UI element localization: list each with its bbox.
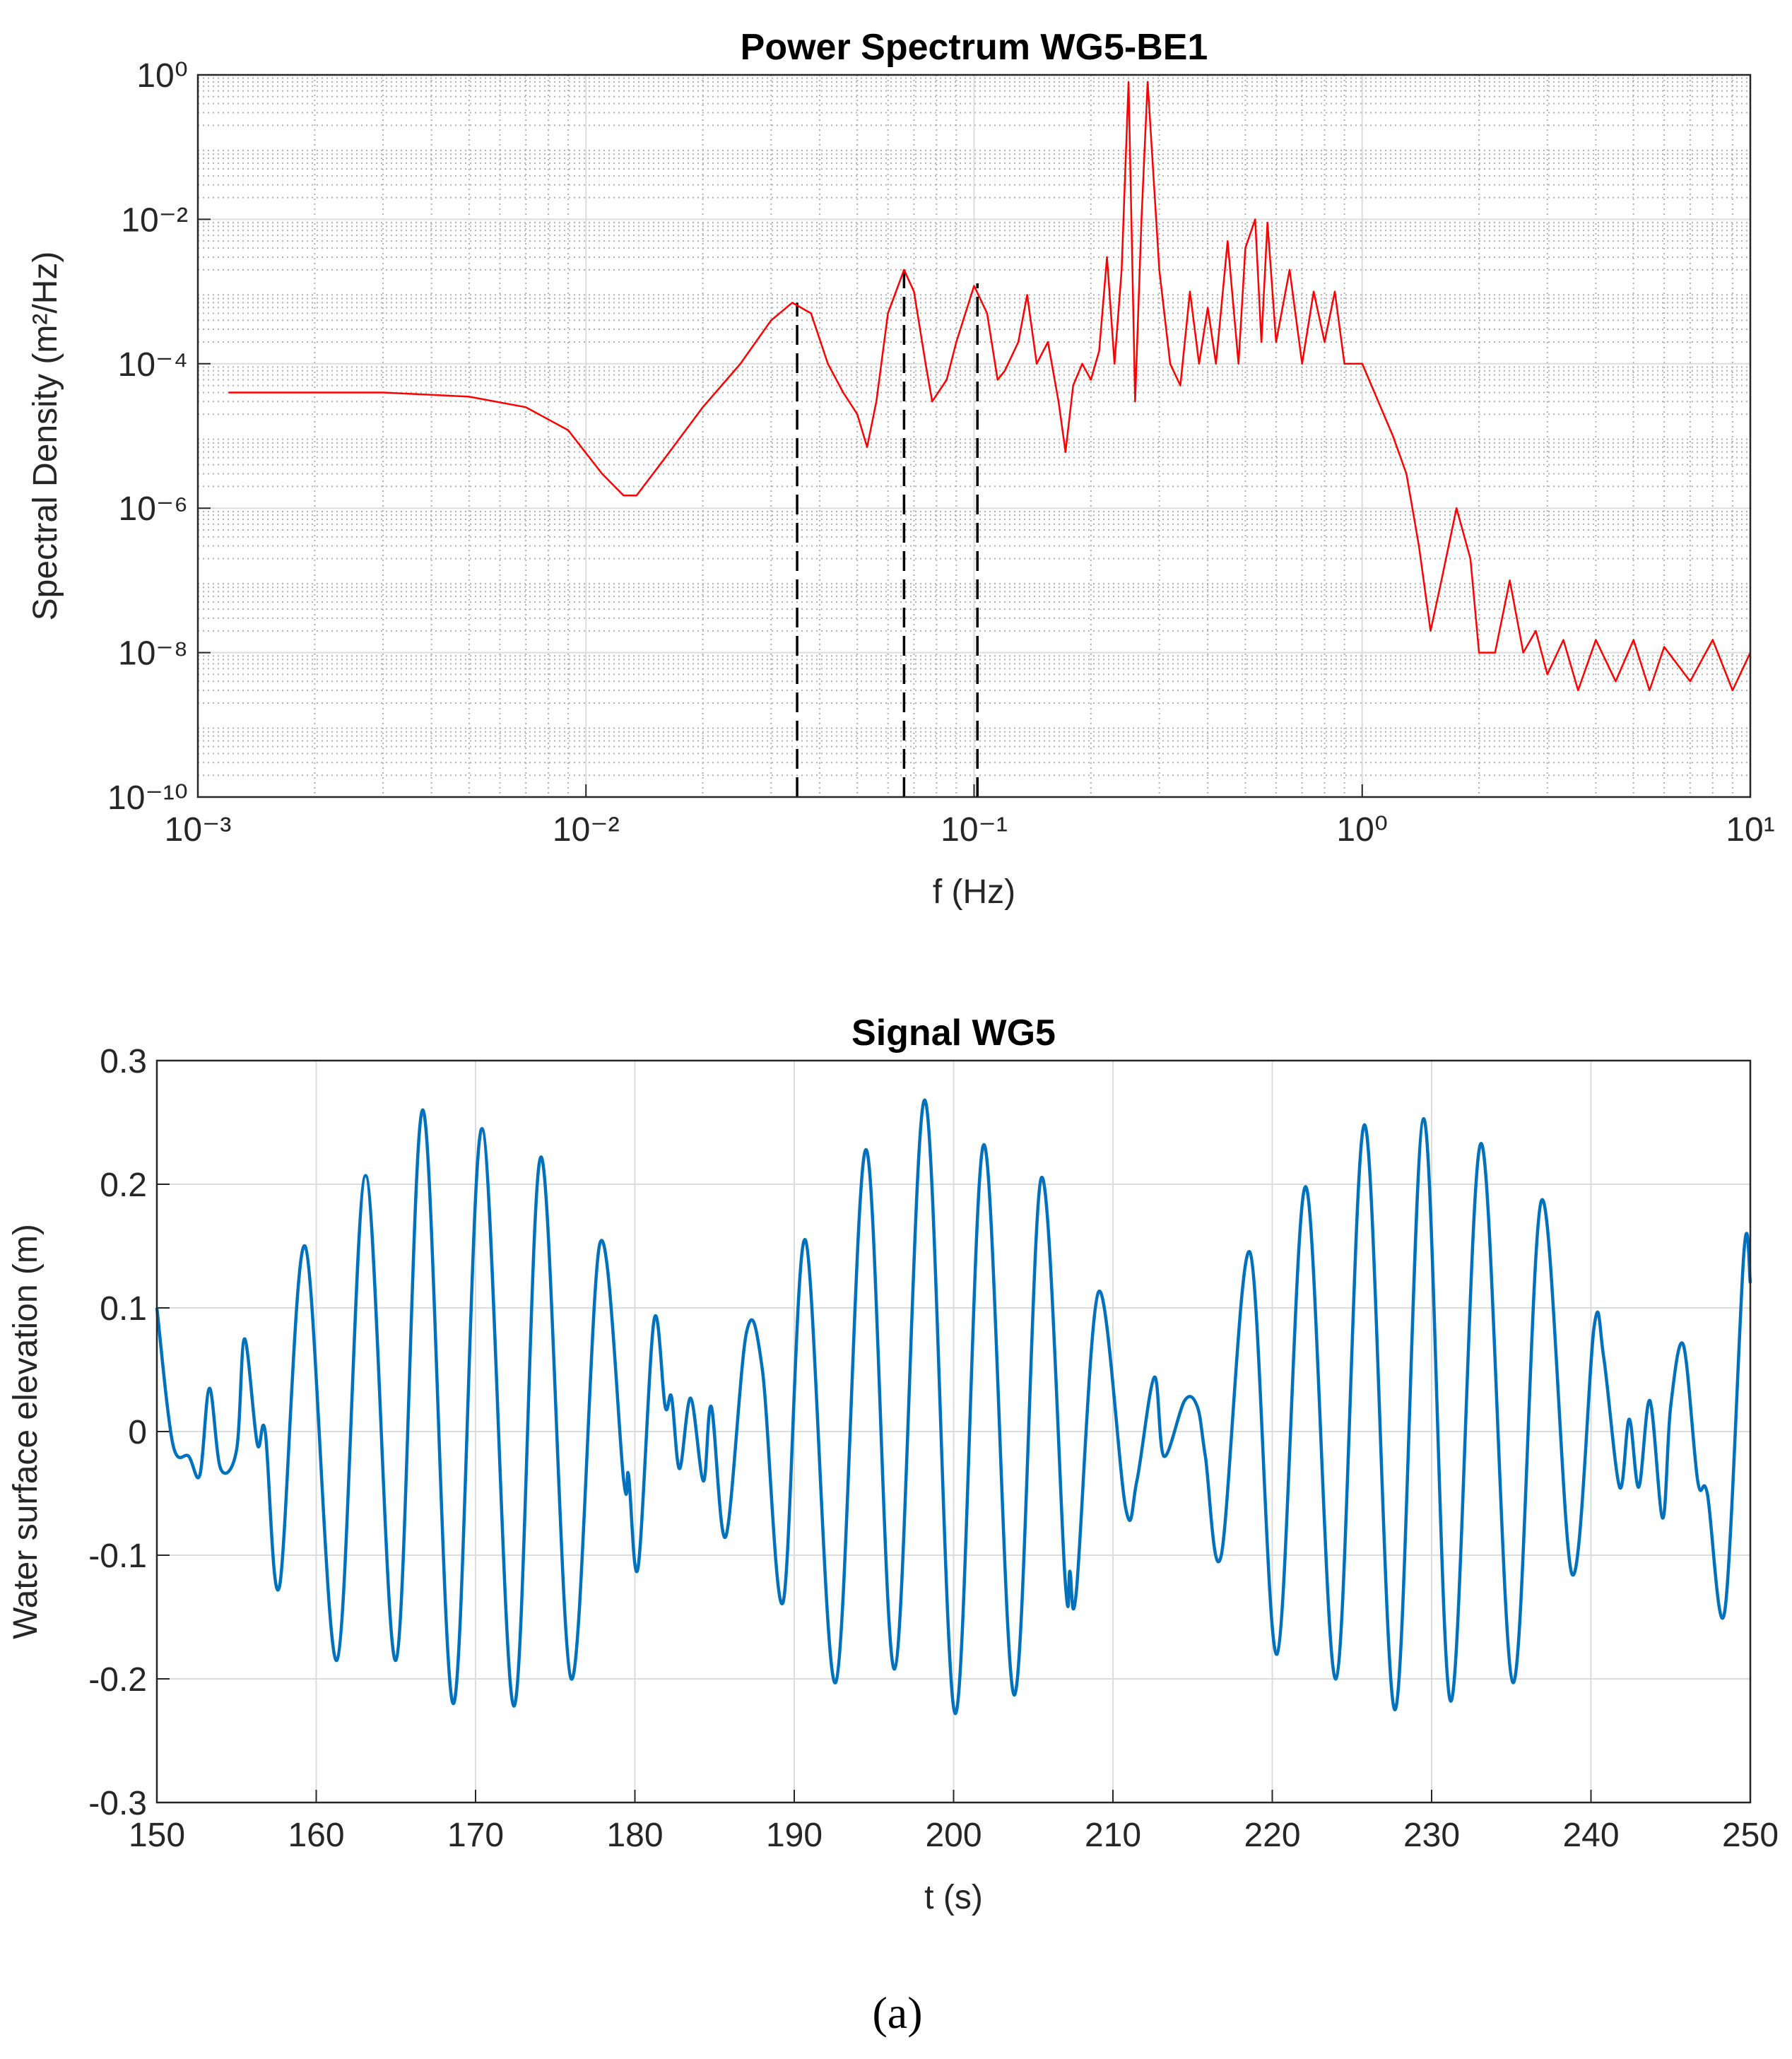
data-line: [228, 81, 1752, 692]
y-tick-label: -0.1: [88, 1538, 147, 1575]
y-tick-label: 10⁻⁶: [119, 490, 188, 528]
x-tick-label: 10⁻¹: [941, 811, 1008, 849]
x-tick-label: 220: [1244, 1817, 1300, 1854]
x-tick-label: 170: [447, 1817, 504, 1854]
y-tick-label: 10⁻¹⁰: [107, 779, 188, 817]
y-tick-label: 0: [128, 1414, 147, 1451]
x-tick-label: 230: [1403, 1817, 1460, 1854]
y-tick-label: 10⁰: [136, 57, 188, 95]
chart-title: Power Spectrum WG5-BE1: [741, 27, 1208, 68]
data-line: [155, 1098, 1752, 1716]
y-axis-label: Water surface elevation (m): [7, 1224, 45, 1639]
y-axis-label: Spectral Density (m²/Hz): [27, 252, 64, 621]
x-tick-label: 10⁰: [1336, 811, 1388, 849]
caption: (a): [872, 1988, 922, 2038]
x-tick-label: 190: [766, 1817, 823, 1854]
x-tick-label: 180: [606, 1817, 663, 1854]
chart-title: Signal WG5: [851, 1013, 1056, 1054]
x-tick-label: 200: [925, 1817, 982, 1854]
y-tick-label: -0.2: [88, 1661, 147, 1699]
x-tick-label: 10⁻²: [553, 811, 620, 849]
y-tick-label: 0.3: [100, 1043, 147, 1080]
x-tick-label: 150: [129, 1817, 185, 1854]
y-tick-label: 10⁻²: [121, 201, 188, 239]
plot-frame: [196, 73, 1752, 798]
y-tick-label: -0.3: [88, 1785, 147, 1822]
x-tick-label: 160: [288, 1817, 344, 1854]
x-axis-label: t (s): [924, 1879, 983, 1916]
plot-frame: [155, 1059, 1752, 1804]
y-tick-label: 10⁻⁸: [118, 635, 188, 673]
x-tick-label: 10⁻³: [165, 811, 232, 849]
y-tick-label: 10⁻⁴: [118, 346, 188, 384]
y-tick-label: 0.2: [100, 1167, 147, 1204]
x-tick-label: 10¹: [1726, 811, 1774, 849]
x-tick-label: 250: [1722, 1817, 1779, 1854]
y-tick-label: 0.1: [100, 1290, 147, 1328]
x-tick-label: 240: [1562, 1817, 1619, 1854]
x-axis-label: f (Hz): [933, 873, 1015, 911]
x-tick-label: 210: [1085, 1817, 1141, 1854]
